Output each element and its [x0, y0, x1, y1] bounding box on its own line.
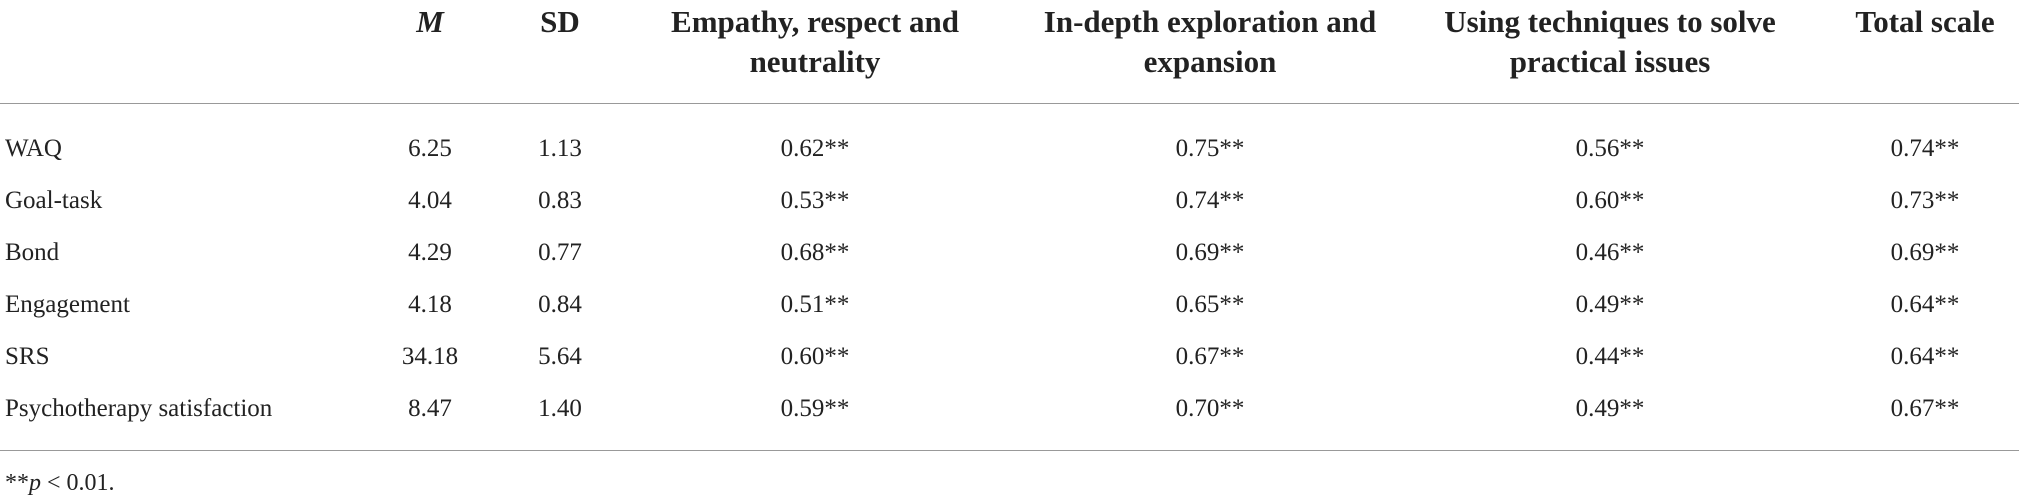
table-cell: 0.49** — [1575, 395, 1645, 422]
table-cell: 0.69** — [1890, 239, 1960, 266]
footnote-text: < 0.01. — [41, 470, 115, 496]
table-cell: 1.13 — [538, 135, 582, 162]
header-rule — [0, 103, 2019, 104]
table-cell: 0.64** — [1890, 343, 1960, 370]
table-cell: 0.51** — [780, 291, 850, 318]
table-cell: 0.60** — [780, 343, 850, 370]
table-cell: 0.77 — [538, 239, 582, 266]
table-cell: 4.04 — [408, 187, 452, 214]
table-cell: 34.18 — [401, 343, 459, 370]
table-cell: 0.64** — [1890, 291, 1960, 318]
table-cell: 0.56** — [1575, 135, 1645, 162]
table-cell: 0.49** — [1575, 291, 1645, 318]
row-label: Goal-task — [5, 187, 103, 214]
row-label: Psychotherapy satisfaction — [5, 395, 273, 422]
bottom-rule — [0, 450, 2019, 451]
row-label: Engagement — [5, 291, 130, 318]
footnote: **p < 0.01. — [5, 470, 115, 497]
table-cell: 0.69** — [1175, 239, 1245, 266]
table-cell: 0.70** — [1175, 395, 1245, 422]
table-cell: 0.74** — [1175, 187, 1245, 214]
table-cell: 8.47 — [408, 395, 452, 422]
table-cell: 0.65** — [1175, 291, 1245, 318]
table-cell: 4.18 — [408, 291, 452, 318]
table-cell: 0.68** — [780, 239, 850, 266]
table-cell: 1.40 — [538, 395, 582, 422]
table-cell: 0.73** — [1890, 187, 1960, 214]
table-cell: 6.25 — [408, 135, 452, 162]
table-cell: 0.67** — [1890, 395, 1960, 422]
table-cell: 0.62** — [780, 135, 850, 162]
table-cell: 0.83 — [538, 187, 582, 214]
table-cell: 0.75** — [1175, 135, 1245, 162]
column-header: In-depth exploration and expansion — [1043, 4, 1377, 79]
table-cell: 0.84 — [538, 291, 582, 318]
table-cell: 0.53** — [780, 187, 850, 214]
table-cell: 0.67** — [1175, 343, 1245, 370]
table-cell: 4.29 — [408, 239, 452, 266]
table-cell: 5.64 — [538, 343, 582, 370]
table-cell: 0.74** — [1890, 135, 1960, 162]
table-cell: 0.59** — [780, 395, 850, 422]
footnote-variable: p — [29, 470, 41, 496]
table-cell: 0.46** — [1575, 239, 1645, 266]
column-header: Empathy, respect and neutrality — [671, 4, 959, 79]
column-header: M — [416, 4, 444, 39]
footnote-marker: ** — [5, 470, 29, 496]
column-header: Total scale — [1855, 4, 1995, 39]
table-cell: 0.44** — [1575, 343, 1645, 370]
row-label: SRS — [5, 343, 50, 370]
column-header: Using techniques to solve practical issu… — [1444, 4, 1776, 79]
table-cell: 0.60** — [1575, 187, 1645, 214]
row-label: WAQ — [5, 135, 62, 162]
row-label: Bond — [5, 239, 60, 266]
column-header: SD — [540, 4, 580, 39]
